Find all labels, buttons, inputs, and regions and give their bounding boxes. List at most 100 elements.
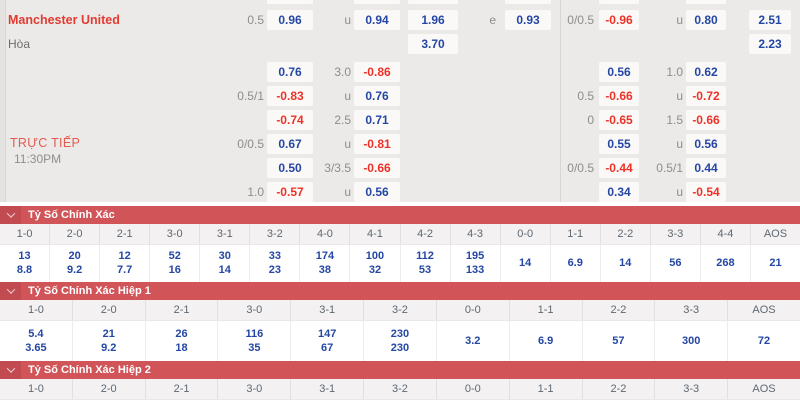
odds-line-label: 1.0: [247, 185, 264, 199]
odds-value-cell[interactable]: 0.56: [599, 62, 639, 82]
score-odds-cell[interactable]: 26 18: [146, 321, 219, 361]
score-odds-cell[interactable]: 72: [728, 321, 800, 361]
score-odds-value: 20: [68, 250, 81, 262]
odds-value-cell[interactable]: 0.44: [686, 158, 726, 178]
odds-value-cell[interactable]: -0.83: [267, 86, 313, 106]
score-odds-value: 230: [390, 341, 410, 354]
odds-value-cell[interactable]: -0.57: [267, 182, 313, 202]
score-odds-cell[interactable]: 6.9: [510, 321, 583, 361]
score-odds-cell[interactable]: 13 8.8: [0, 245, 51, 282]
odds-value-cell[interactable]: -0.66: [686, 110, 726, 130]
score-odds-cell[interactable]: 268: [701, 245, 751, 282]
score-odds-cell[interactable]: 57: [583, 321, 656, 361]
odds-line-label: 3.0: [334, 65, 351, 79]
score-odds-cell[interactable]: 3.2: [437, 321, 510, 361]
score-odds-cell[interactable]: 230 230: [364, 321, 437, 361]
score-column-header: 2-1: [100, 224, 151, 244]
odds-line-label: 0/0.5: [567, 161, 594, 175]
score-column-header: AOS: [752, 304, 776, 316]
score-odds-cell[interactable]: 21 9.2: [73, 321, 146, 361]
odds-value-cell[interactable]: 0.96: [267, 10, 313, 30]
section-title: Tỷ Số Chính Xác Hiệp 2: [28, 364, 151, 376]
collapse-button[interactable]: [0, 206, 21, 224]
score-column-header: 3-1: [291, 300, 365, 320]
odds-value-cell[interactable]: 0.94: [354, 10, 400, 30]
section-header-bar[interactable]: Tỷ Số Chính Xác Hiệp 2: [0, 361, 800, 379]
odds-row: -0.74 2.5 0.71 0 -0.65 1.5 -0.66: [0, 110, 800, 130]
score-odds-value: 230: [390, 327, 410, 340]
score-column-header: 2-1: [146, 379, 219, 399]
score-column-header: 0-0: [437, 379, 510, 399]
odds-value-cell[interactable]: 0.62: [686, 62, 726, 82]
score-odds-cell[interactable]: 174 38: [300, 245, 351, 282]
odds-value-cell[interactable]: -0.81: [354, 134, 400, 154]
score-header-row: 1-0 2-0 2-1 3-0 3-1 3-2 4-0 4-1 4-2 4-3 0-0 1-1 2-2 3…: [0, 224, 800, 245]
collapse-button[interactable]: [0, 361, 21, 379]
collapse-button[interactable]: [0, 282, 21, 300]
odds-value-cell[interactable]: 0.93: [505, 10, 551, 30]
score-odds-cell[interactable]: 12 7.7: [100, 245, 151, 282]
score-odds-value: 72: [757, 334, 771, 347]
score-odds-value: 56: [669, 257, 682, 269]
odds-value-cell[interactable]: 2.51: [749, 10, 791, 30]
odds-value-cell[interactable]: -0.54: [686, 182, 726, 202]
odds-row: 0.5 0.96 u 0.94 1.96 e 0.93 0/0.5 -0.96 u 0.80 2.51: [0, 10, 800, 30]
odds-value-cell[interactable]: -0.65: [599, 110, 639, 130]
odds-value-cell[interactable]: 0.34: [599, 182, 639, 202]
odds-line-label: u: [676, 137, 683, 151]
score-odds-cell[interactable]: 5.4 3.65: [0, 321, 73, 361]
odds-value-cell[interactable]: 1.96: [408, 10, 458, 30]
score-odds-cell[interactable]: 14: [501, 245, 551, 282]
score-odds-cell[interactable]: 30 14: [200, 245, 251, 282]
score-odds-cell[interactable]: 14: [601, 245, 651, 282]
odds-value-cell[interactable]: 0.56: [686, 134, 726, 154]
odds-value-cell[interactable]: -0.72: [686, 86, 726, 106]
odds-value-cell[interactable]: 0.55: [599, 134, 639, 154]
odds-value-cell[interactable]: 3.70: [408, 34, 458, 54]
score-odds-cell[interactable]: 195 133: [451, 245, 501, 282]
odds-group-divider: [560, 0, 561, 202]
left-edge-band: [0, 0, 6, 202]
score-odds-value: 21: [102, 327, 115, 340]
score-odds-cell[interactable]: 300: [655, 321, 729, 361]
odds-value-cell[interactable]: 0.80: [686, 10, 726, 30]
score-odds-cell[interactable]: 6.9: [551, 245, 601, 282]
odds-value-cell[interactable]: -0.86: [354, 62, 400, 82]
score-column-header: 4-3: [451, 224, 501, 244]
section-header-bar[interactable]: Tỷ Số Chính Xác: [0, 206, 800, 224]
score-column-header: 3-3: [655, 300, 729, 320]
odds-value-cell[interactable]: 0.56: [354, 182, 400, 202]
odds-line-label: 3/3.5: [324, 161, 351, 175]
score-odds-cell[interactable]: 112 53: [401, 245, 451, 282]
odds-value-cell[interactable]: -0.66: [599, 86, 639, 106]
chevron-down-icon: [6, 364, 15, 373]
cutoff-odds-cell: [408, 0, 458, 4]
score-odds-cell[interactable]: 33 23: [250, 245, 301, 282]
score-odds-value: 112: [416, 250, 434, 262]
score-odds-cell[interactable]: 21: [751, 245, 800, 282]
cutoff-odds-cell: [354, 0, 400, 4]
score-odds-value: 268: [716, 257, 735, 269]
odds-value-cell[interactable]: 0.76: [267, 62, 313, 82]
score-odds-value: 174: [315, 250, 335, 262]
odds-value-cell[interactable]: 0.71: [354, 110, 400, 130]
odds-value-cell[interactable]: 0.50: [267, 158, 313, 178]
odds-value-cell[interactable]: 0.76: [354, 86, 400, 106]
score-odds-value: 8.8: [16, 264, 33, 276]
score-odds-cell[interactable]: 147 67: [291, 321, 365, 361]
score-odds-cell[interactable]: 100 32: [350, 245, 401, 282]
odds-value-cell[interactable]: -0.44: [599, 158, 639, 178]
score-odds-cell[interactable]: 116 35: [218, 321, 292, 361]
score-odds-cell[interactable]: 52 16: [150, 245, 201, 282]
odds-value-cell[interactable]: -0.96: [599, 10, 639, 30]
odds-value-cell[interactable]: 2.23: [749, 34, 791, 54]
odds-value-cell[interactable]: -0.66: [354, 158, 400, 178]
score-odds-cell[interactable]: 56: [651, 245, 701, 282]
score-column-header: 1-1: [510, 379, 583, 399]
score-column-header: 3-3: [651, 224, 701, 244]
score-odds-value: 16: [168, 264, 181, 276]
odds-value-cell[interactable]: -0.74: [267, 110, 313, 130]
section-header-bar[interactable]: Tỷ Số Chính Xác Hiệp 1: [0, 282, 800, 300]
odds-value-cell[interactable]: 0.67: [267, 134, 313, 154]
score-odds-cell[interactable]: 20 9.2: [50, 245, 101, 282]
